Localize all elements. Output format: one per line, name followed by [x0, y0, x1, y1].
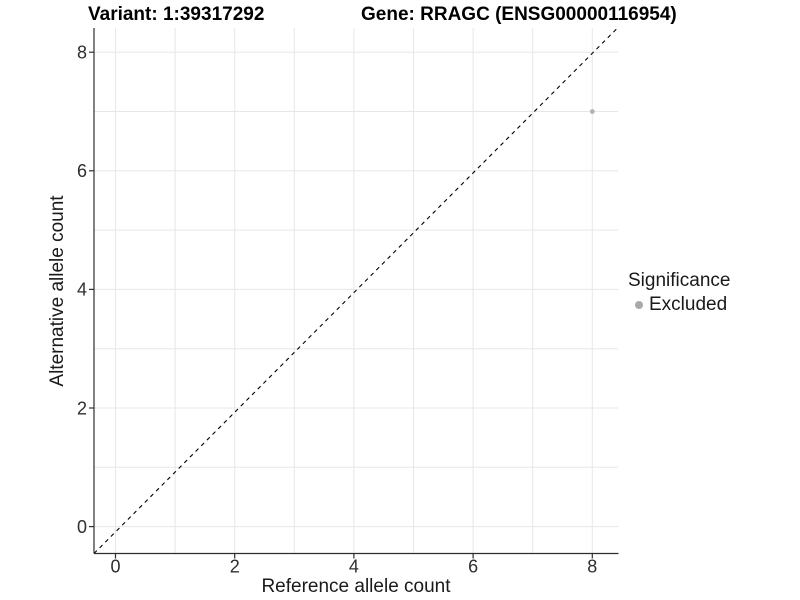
x-tick-label: 0	[110, 557, 120, 577]
x-tick-label: 4	[349, 557, 359, 577]
y-tick-label: 4	[77, 280, 87, 300]
plot-title-variant: Variant: 1:39317292	[88, 4, 265, 25]
x-tick-label: 6	[468, 557, 478, 577]
legend-title: Significance	[628, 270, 731, 291]
y-tick-label: 2	[77, 398, 87, 418]
legend-key-dot-icon	[635, 301, 643, 309]
legend: Significance Excluded	[628, 270, 730, 316]
legend-item-label: Excluded	[649, 294, 728, 315]
identity-dashed-line	[93, 27, 618, 554]
y-tick-label: 8	[77, 43, 87, 63]
x-tick-label: 8	[587, 557, 597, 577]
data-point	[589, 109, 595, 114]
legend-item-excluded: Excluded	[628, 294, 730, 316]
y-axis-title: Alternative allele count	[47, 195, 68, 387]
plot-title-gene: Gene: RRAGC (ENSG00000116954)	[361, 4, 677, 25]
x-tick-label: 2	[230, 557, 240, 577]
x-axis-title: Reference allele count	[261, 576, 451, 597]
y-tick-label: 6	[77, 161, 87, 181]
y-tick-label: 0	[77, 517, 87, 537]
